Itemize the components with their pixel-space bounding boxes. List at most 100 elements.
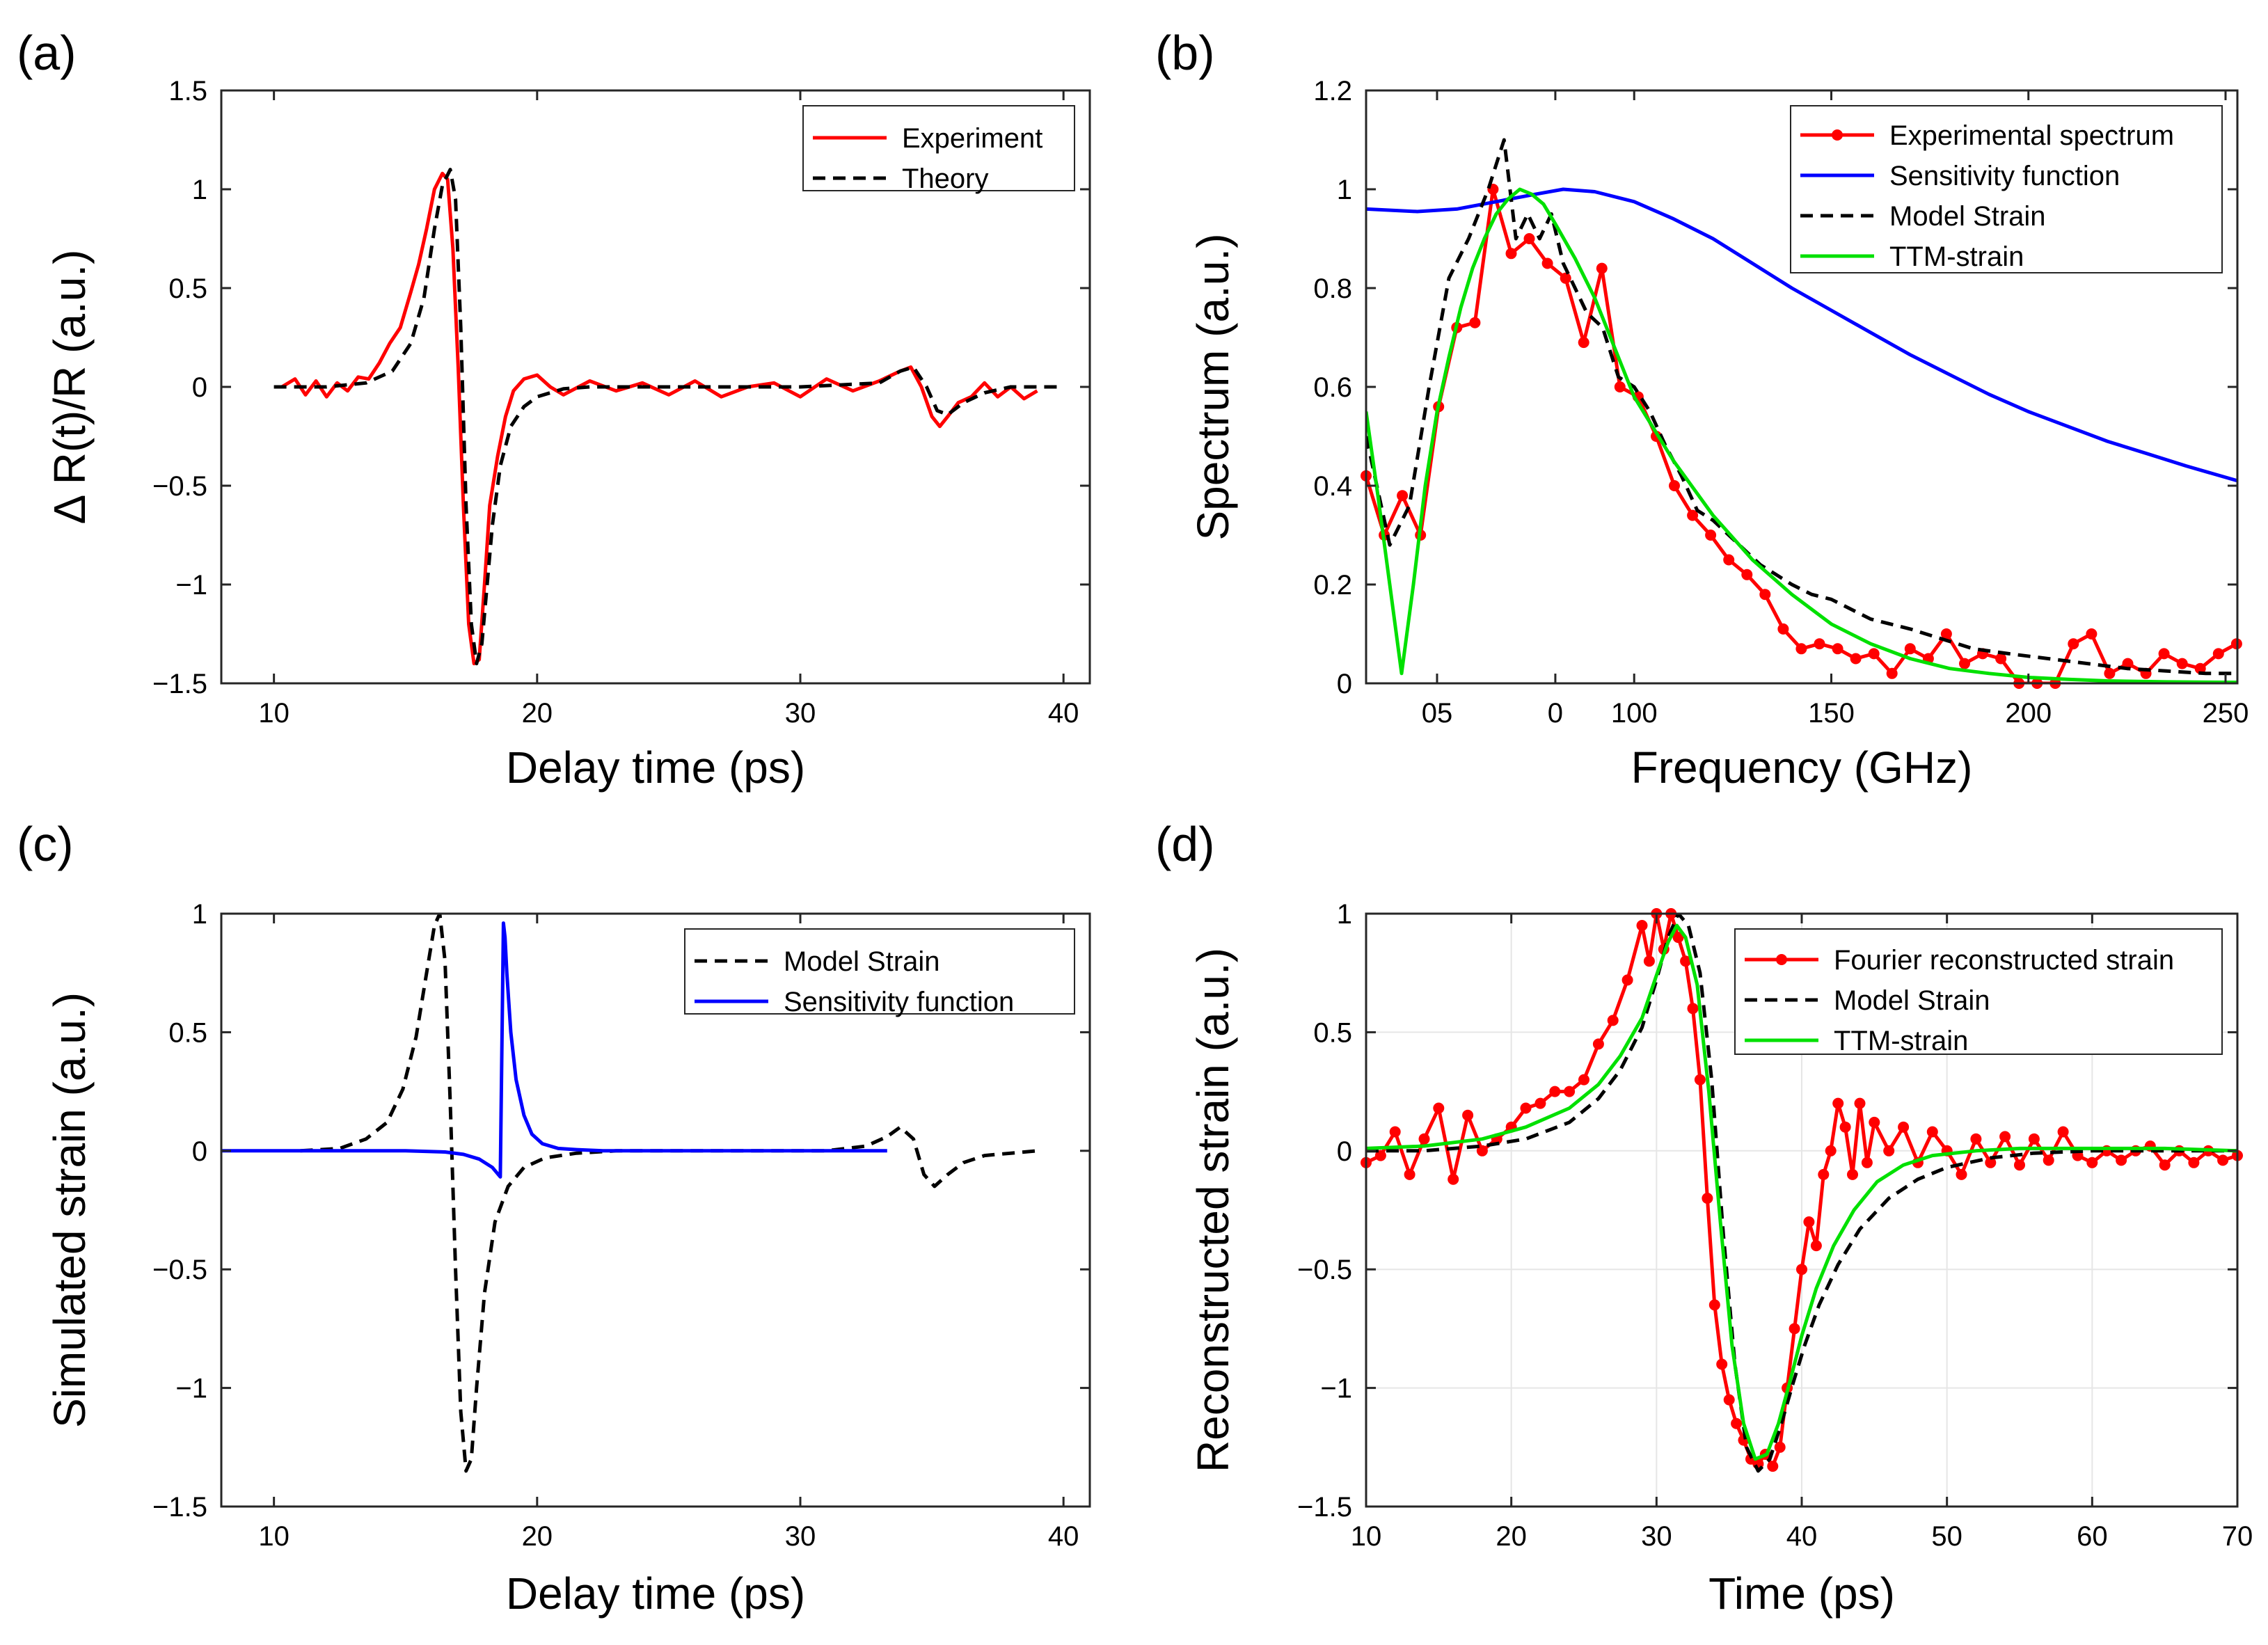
x-tick-label: 10 (258, 1521, 290, 1552)
series-1-marker (1883, 1145, 1895, 1157)
series-1-marker (1505, 248, 1517, 260)
series-1-marker (1520, 1102, 1532, 1114)
series-1-marker (1643, 955, 1655, 967)
y-tick-label: 1 (192, 899, 207, 930)
legend-entry: Fourier reconstructed strain (1834, 945, 2174, 976)
series-1-marker (1708, 1299, 1720, 1311)
legend-entry: Experimental spectrum (1889, 120, 2174, 151)
series-1-marker (1959, 658, 1970, 669)
x-axis-label: Delay time (ps) (506, 742, 805, 793)
series-1-marker (2159, 1159, 2171, 1171)
x-tick-label: 20 (522, 1521, 553, 1552)
series-1-marker (1789, 1323, 1800, 1335)
y-tick-label: 0.8 (1313, 273, 1352, 304)
series-1-marker (1723, 1394, 1735, 1406)
y-tick-label: −0.5 (1297, 1255, 1352, 1285)
y-axis-label: Simulated strain (a.u.) (45, 992, 95, 1428)
y-tick-label: −1.5 (152, 669, 207, 699)
series-1-marker (2116, 1154, 2127, 1166)
x-tick-label: 40 (1048, 1521, 1079, 1552)
series-1-marker (1564, 1086, 1576, 1097)
legend-swatch-marker (1832, 129, 1843, 141)
chart-panel-3: 10 20 30 40 −1.5 −1 −0.5 0 0.5 1 Delay time (ps) Si… (17, 817, 1091, 1619)
x-tick-label: 150 (1808, 698, 1855, 729)
x-tick-label: 250 (2203, 698, 2249, 729)
legend-entry: Model Strain (784, 946, 940, 977)
series-1-marker (2014, 1159, 2025, 1171)
panel-label: (b) (1155, 26, 1215, 80)
series-line-2 (1366, 914, 2237, 1473)
chart-panel-2: 05 0 100 150 200 250 0 0.2 0.4 0.6 0.8 1 1.2 Frequenc… (1155, 26, 2249, 793)
y-tick-label: −1.5 (152, 1492, 207, 1523)
series-1-marker (1672, 932, 1684, 944)
series-1-marker (2068, 638, 2079, 650)
series-1-marker (1541, 257, 1553, 269)
series-line-3 (1366, 138, 2237, 676)
series-1-marker (2217, 1154, 2229, 1166)
series-1-marker (1716, 1358, 1728, 1370)
series-line-1 (280, 171, 1038, 666)
series-1-marker (1389, 1126, 1401, 1138)
y-tick-label: 0.5 (1313, 1017, 1352, 1048)
legend: Model Strain Sensitivity function (684, 928, 1075, 1017)
panel-label: (d) (1155, 817, 1215, 871)
series-1-marker (2043, 1154, 2054, 1166)
series-1-marker (1621, 974, 1633, 986)
legend-entry: Theory (902, 164, 989, 194)
series-1-marker (1777, 623, 1789, 635)
series-1-marker (1607, 1015, 1619, 1026)
legend-entry: Experiment (902, 123, 1042, 154)
legend: Fourier reconstructed strain Model Strain… (1734, 928, 2223, 1056)
series-1-marker (1803, 1216, 1815, 1227)
panel-label: (a) (17, 26, 77, 80)
series-1-marker (1999, 1131, 2011, 1143)
series-1-marker (1680, 955, 1692, 967)
y-tick-label: 0 (192, 1136, 207, 1167)
series-1-marker (1741, 569, 1753, 580)
legend-entry: Sensitivity function (784, 987, 1014, 1017)
y-tick-label: 0.5 (168, 273, 207, 304)
series-1-marker (1985, 1157, 1997, 1168)
y-tick-label: 0.2 (1313, 570, 1352, 601)
y-axis-label: Reconstructed strain (a.u.) (1188, 948, 1238, 1472)
x-tick-label: 10 (258, 698, 290, 729)
x-tick-label: 70 (2222, 1521, 2253, 1552)
x-tick-label: 20 (1496, 1521, 1527, 1552)
x-axis-label: Delay time (ps) (506, 1568, 805, 1619)
series-1-marker (2028, 1133, 2040, 1145)
series-1-marker (1940, 628, 1952, 639)
legend-swatch-marker (1776, 954, 1787, 965)
series-1-marker (1702, 1193, 1713, 1204)
series-1-marker (2188, 1157, 2200, 1168)
x-axis-label: Frequency (GHz) (1631, 742, 1973, 793)
series-1-marker (1814, 638, 1825, 650)
y-axis-label: Δ R(t)/R (a.u.) (45, 250, 95, 525)
y-tick-label: 0 (192, 372, 207, 403)
series-1-marker (1868, 648, 1880, 660)
y-tick-label: −1 (175, 1374, 207, 1404)
series-1-marker (2176, 658, 2188, 669)
y-tick-label: 1.5 (168, 76, 207, 106)
legend-entry: TTM-strain (1889, 241, 2024, 272)
y-tick-label: 1 (1337, 899, 1352, 930)
series-1-marker (1847, 1168, 1858, 1180)
series-1-marker (1687, 1003, 1699, 1015)
x-tick-label: 30 (1641, 1521, 1672, 1552)
series-1-marker (2122, 658, 2134, 669)
series-1-marker (1560, 272, 1571, 284)
legend-box (1734, 928, 2223, 1055)
y-tick-label: 0 (1337, 1136, 1352, 1167)
series-line-2 (221, 921, 887, 1179)
series-1-marker (1926, 1126, 1938, 1138)
y-tick-label: 0.5 (168, 1017, 207, 1048)
series-1-marker (1861, 1157, 1873, 1168)
series-1-marker (1418, 1133, 1430, 1145)
series-1-marker (1592, 1038, 1604, 1050)
series-1-marker (1832, 643, 1843, 655)
series-1-marker (1462, 1109, 1474, 1121)
series-1-marker (1469, 317, 1481, 328)
y-tick-label: −0.5 (152, 1255, 207, 1285)
legend: Experiment Theory (802, 105, 1075, 194)
